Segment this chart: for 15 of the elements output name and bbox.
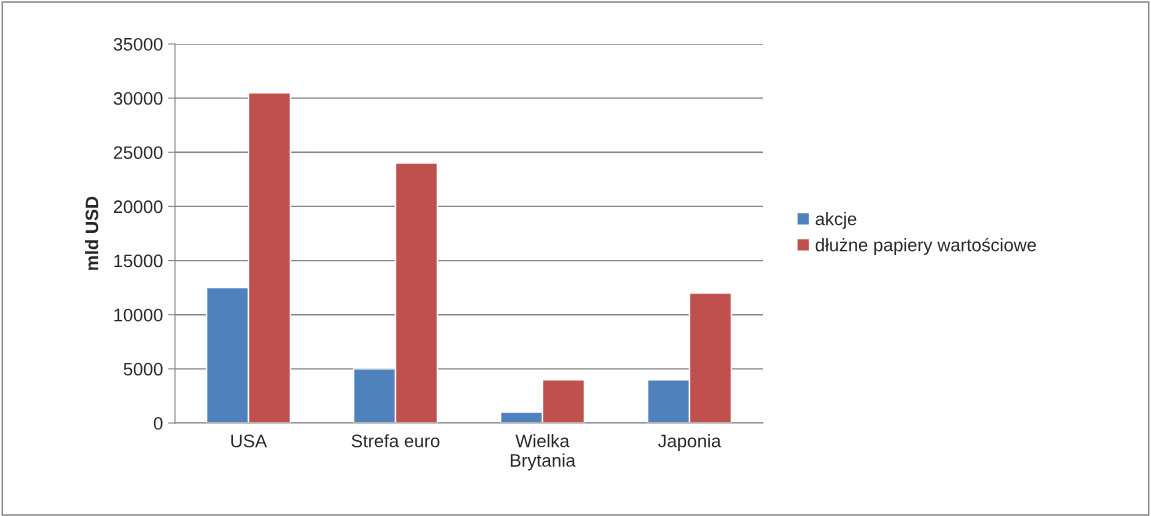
x-tick-label: USA — [231, 434, 268, 448]
y-tick-label: 20000 — [113, 200, 163, 214]
y-tick-label: 25000 — [113, 146, 163, 160]
legend-label: dłużne papiery wartościowe — [815, 237, 1036, 255]
y-axis-title: mld USD — [85, 196, 99, 270]
y-tick-label: 10000 — [114, 308, 163, 322]
y-tick-label: 15000 — [114, 254, 163, 268]
y-tick-label: 30000 — [113, 92, 163, 105]
legend-label: akcje — [815, 212, 857, 229]
x-tick-label: Japonia — [658, 434, 722, 451]
y-tick-label: 0 — [153, 416, 163, 430]
y-tick-label: 5000 — [123, 362, 163, 376]
x-tick-label: Strefa euro — [351, 434, 440, 448]
y-tick-label: 35000 — [113, 37, 163, 51]
x-tick-label: Wielka Brytania — [510, 434, 576, 471]
